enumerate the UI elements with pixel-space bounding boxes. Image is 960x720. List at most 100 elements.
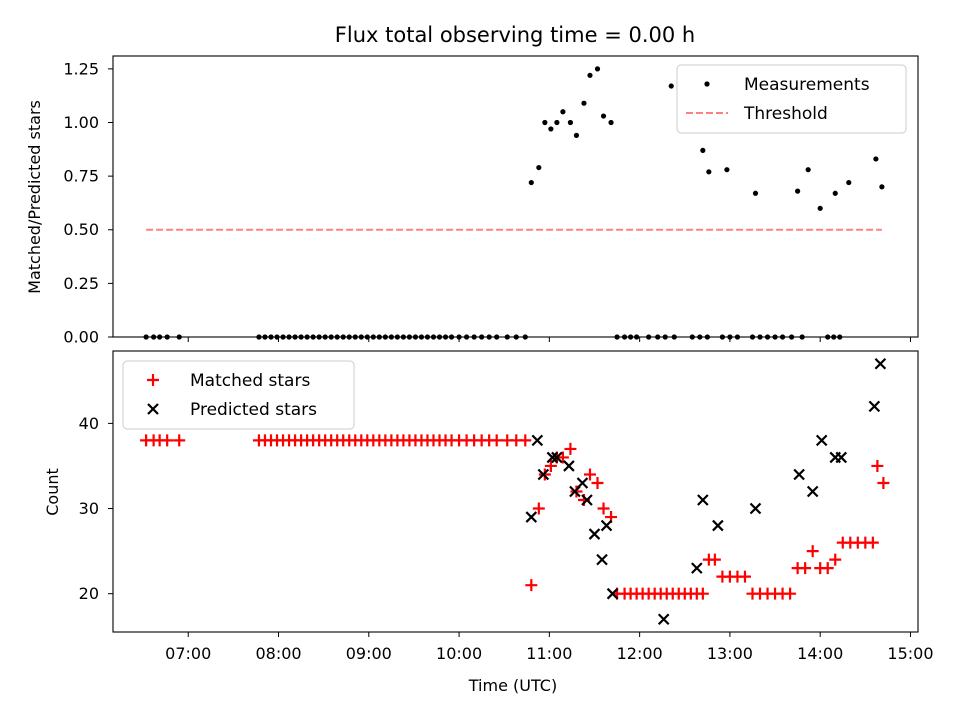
predicted-star-point bbox=[657, 613, 670, 626]
bottom-legend-box bbox=[122, 360, 355, 430]
measurement-point bbox=[581, 100, 587, 106]
predicted-star-point bbox=[531, 434, 544, 447]
ytick-label: 40 bbox=[79, 414, 99, 433]
xtick-label: 12:00 bbox=[617, 644, 663, 663]
predicted-star-point bbox=[868, 400, 881, 413]
measurement-point bbox=[832, 190, 838, 196]
top-legend-box bbox=[676, 64, 907, 134]
predicted-star-point bbox=[874, 357, 887, 370]
predicted-star-point bbox=[793, 468, 805, 481]
ytick-label: 1.25 bbox=[63, 59, 99, 78]
xtick-label: 07:00 bbox=[165, 644, 211, 663]
measurement-point bbox=[542, 119, 548, 126]
measurement-point bbox=[536, 164, 542, 171]
matched-star-point bbox=[556, 451, 569, 464]
measurement-point bbox=[587, 72, 593, 78]
measurement-point bbox=[600, 113, 607, 119]
predicted-star-point bbox=[835, 451, 848, 464]
bottom-y-axis: 20 30 40 bbox=[79, 414, 113, 603]
legend-measurements-label: Measurements bbox=[744, 75, 870, 95]
predicted-star-point bbox=[606, 587, 619, 600]
measurement-point bbox=[560, 109, 566, 115]
ytick-label: 0.50 bbox=[63, 220, 99, 239]
matched-star-point bbox=[173, 434, 186, 447]
matched-star-point bbox=[583, 468, 596, 481]
predicted-star-point bbox=[600, 519, 613, 532]
predicted-star-point bbox=[712, 519, 724, 532]
measurement-point bbox=[554, 119, 560, 126]
matched-star-point bbox=[784, 587, 797, 600]
predicted-star-point bbox=[815, 434, 828, 447]
measurement-point bbox=[700, 147, 706, 153]
measurement-point bbox=[548, 126, 554, 132]
predicted-star-point bbox=[525, 511, 538, 523]
predicted-star-point bbox=[697, 494, 709, 506]
matched-star-point bbox=[877, 476, 890, 489]
ytick-label: 0.00 bbox=[63, 328, 99, 347]
measurement-point bbox=[795, 188, 801, 194]
matched-star-point bbox=[806, 545, 819, 558]
xtick-label: 15:00 bbox=[887, 644, 933, 663]
xtick-label: 10:00 bbox=[436, 644, 482, 663]
predicted-star-point bbox=[806, 485, 819, 498]
bottom-ylabel: Count bbox=[43, 468, 62, 516]
top-panel: Flux total observing time = 0.00 h 0.000… bbox=[25, 23, 919, 347]
matched-star-point bbox=[490, 434, 503, 447]
xtick-label: 14:00 bbox=[797, 644, 843, 663]
measurement-point bbox=[573, 132, 580, 138]
measurement-point bbox=[752, 190, 759, 196]
bottom-legend: Matched stars Predicted stars bbox=[122, 360, 355, 430]
measurement-point bbox=[608, 119, 614, 126]
predicted-star-point bbox=[563, 460, 575, 472]
legend-threshold-label: Threshold bbox=[743, 104, 828, 124]
measurement-point bbox=[706, 169, 712, 175]
xtick-label: 13:00 bbox=[707, 644, 753, 663]
top-ylabel: Matched/Predicted stars bbox=[25, 100, 44, 294]
measurement-point bbox=[594, 66, 601, 72]
measurement-point bbox=[567, 119, 574, 126]
top-x-ticks bbox=[187, 337, 911, 342]
predicted-star-point bbox=[749, 502, 762, 515]
predicted-star-point bbox=[537, 468, 550, 481]
ytick-label: 30 bbox=[79, 499, 99, 518]
measurement-point bbox=[846, 179, 852, 186]
top-axes-frame bbox=[112, 55, 919, 338]
legend-predicted-marker bbox=[147, 403, 159, 415]
matched-star-point bbox=[696, 587, 709, 600]
matched-star-point bbox=[591, 476, 604, 489]
matched-star-point bbox=[821, 562, 834, 575]
bottom-xlabel: Time (UTC) bbox=[468, 676, 557, 695]
predicted-star-point bbox=[551, 451, 563, 464]
legend-measurements-marker bbox=[704, 81, 710, 87]
ytick-label: 1.00 bbox=[63, 113, 99, 132]
measurement-point bbox=[724, 167, 730, 173]
matched-star-point bbox=[564, 442, 577, 455]
matched-star-point bbox=[597, 502, 610, 515]
matched-star-point bbox=[871, 459, 884, 472]
predicted-star-point bbox=[576, 477, 589, 489]
top-y-axis: 0.00 0.25 0.50 0.75 1.00 1.25 bbox=[63, 59, 113, 347]
predicted-star-point bbox=[691, 562, 703, 574]
matched-star-point bbox=[544, 459, 557, 472]
measurement-point bbox=[668, 83, 674, 89]
xtick-label: 11:00 bbox=[526, 644, 572, 663]
matched-star-point bbox=[708, 553, 721, 566]
matched-star-point bbox=[525, 579, 538, 592]
measurement-point bbox=[805, 167, 811, 173]
xtick-label: 08:00 bbox=[255, 644, 301, 663]
matched-star-point bbox=[519, 434, 532, 447]
legend-predicted-label: Predicted stars bbox=[190, 400, 317, 420]
ytick-label: 0.25 bbox=[63, 274, 99, 293]
matched-star-point bbox=[866, 536, 879, 549]
xtick-label: 09:00 bbox=[346, 644, 392, 663]
predicted-star-point bbox=[546, 451, 559, 464]
predicted-star-point bbox=[581, 494, 593, 506]
matched-star-point bbox=[532, 502, 545, 515]
bottom-x-axis: 07:00 08:00 09:00 10:00 11:00 12:00 13:00 14:00… bbox=[165, 632, 934, 663]
matched-star-point bbox=[738, 570, 751, 583]
measurement-point bbox=[873, 156, 879, 162]
matched-star-point bbox=[829, 553, 842, 566]
measurement-point bbox=[528, 179, 534, 186]
top-legend: Measurements Threshold bbox=[676, 64, 907, 134]
